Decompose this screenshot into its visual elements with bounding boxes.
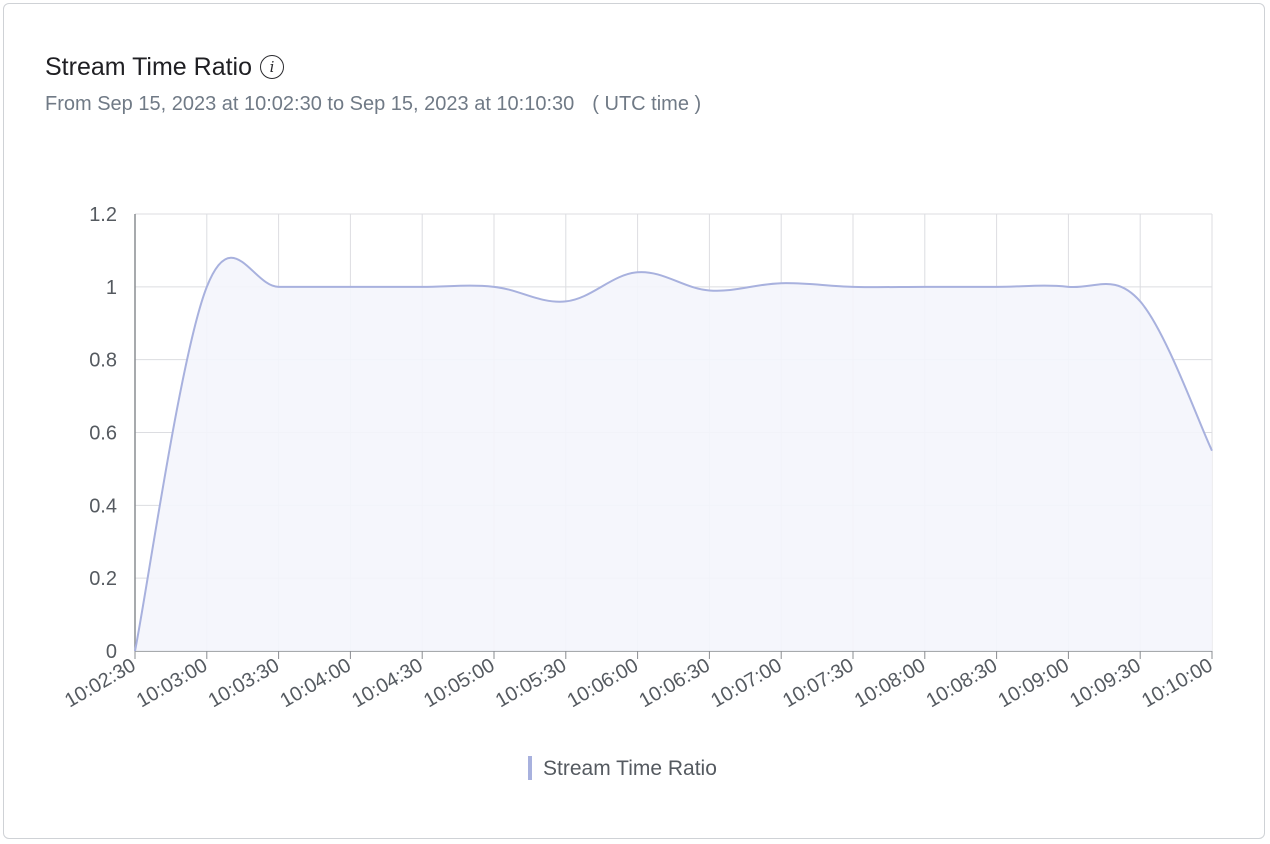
series-area: [135, 257, 1212, 651]
time-range-subtitle: From Sep 15, 2023 at 10:02:30 to Sep 15,…: [45, 93, 701, 116]
y-tick-label: 0.8: [89, 350, 117, 372]
x-tick-label: 10:05:30: [492, 654, 570, 712]
y-tick-label: 0: [106, 641, 117, 663]
data-point: [132, 648, 138, 654]
x-tick-label: 10:04:00: [276, 654, 354, 712]
chart-title: Stream Time Ratio: [45, 53, 253, 81]
data-point: [276, 284, 282, 290]
y-tick-label: 1: [106, 277, 117, 299]
title-row: Stream Time Ratio i: [45, 52, 285, 82]
data-point: [994, 284, 1000, 290]
x-tick-label: 10:08:00: [851, 654, 929, 712]
x-tick-label: 10:06:30: [635, 654, 713, 712]
x-tick-label: 10:06:00: [564, 654, 642, 712]
data-point: [850, 284, 856, 290]
data-point: [922, 284, 928, 290]
x-tick-label: 10:09:00: [994, 654, 1072, 712]
y-tick-label: 0.6: [89, 423, 117, 445]
x-tick-label: 10:10:00: [1138, 654, 1216, 712]
x-tick-label: 10:02:30: [61, 654, 139, 712]
x-tick-label: 10:03:00: [133, 654, 211, 712]
x-tick-label: 10:08:30: [923, 654, 1001, 712]
info-icon[interactable]: i: [260, 55, 285, 79]
data-point: [419, 284, 425, 290]
data-point: [778, 280, 784, 286]
data-point: [1209, 448, 1215, 454]
legend-swatch[interactable]: [528, 756, 532, 780]
timezone-text: ( UTC time ): [592, 93, 702, 115]
data-point: [1065, 284, 1071, 290]
x-tick-label: 10:05:00: [420, 654, 498, 712]
x-tick-label: 10:07:30: [779, 654, 857, 712]
data-point: [563, 298, 569, 304]
data-point: [491, 284, 497, 290]
data-point: [1137, 298, 1143, 304]
data-point: [635, 269, 641, 275]
x-tick-label: 10:04:30: [348, 654, 426, 712]
x-tick-label: 10:03:30: [205, 654, 283, 712]
x-tick-label: 10:07:00: [707, 654, 785, 712]
time-range-text: From Sep 15, 2023 at 10:02:30 to Sep 15,…: [45, 93, 575, 115]
y-tick-label: 0.2: [89, 568, 117, 590]
y-tick-label: 0.4: [89, 495, 117, 517]
y-tick-label: 1.2: [89, 204, 117, 226]
data-point: [347, 284, 353, 290]
data-point: [706, 287, 712, 293]
legend-label[interactable]: Stream Time Ratio: [543, 757, 717, 780]
x-tick-label: 10:09:30: [1066, 654, 1144, 712]
data-point: [204, 284, 210, 290]
series-line: [134, 256, 1213, 652]
